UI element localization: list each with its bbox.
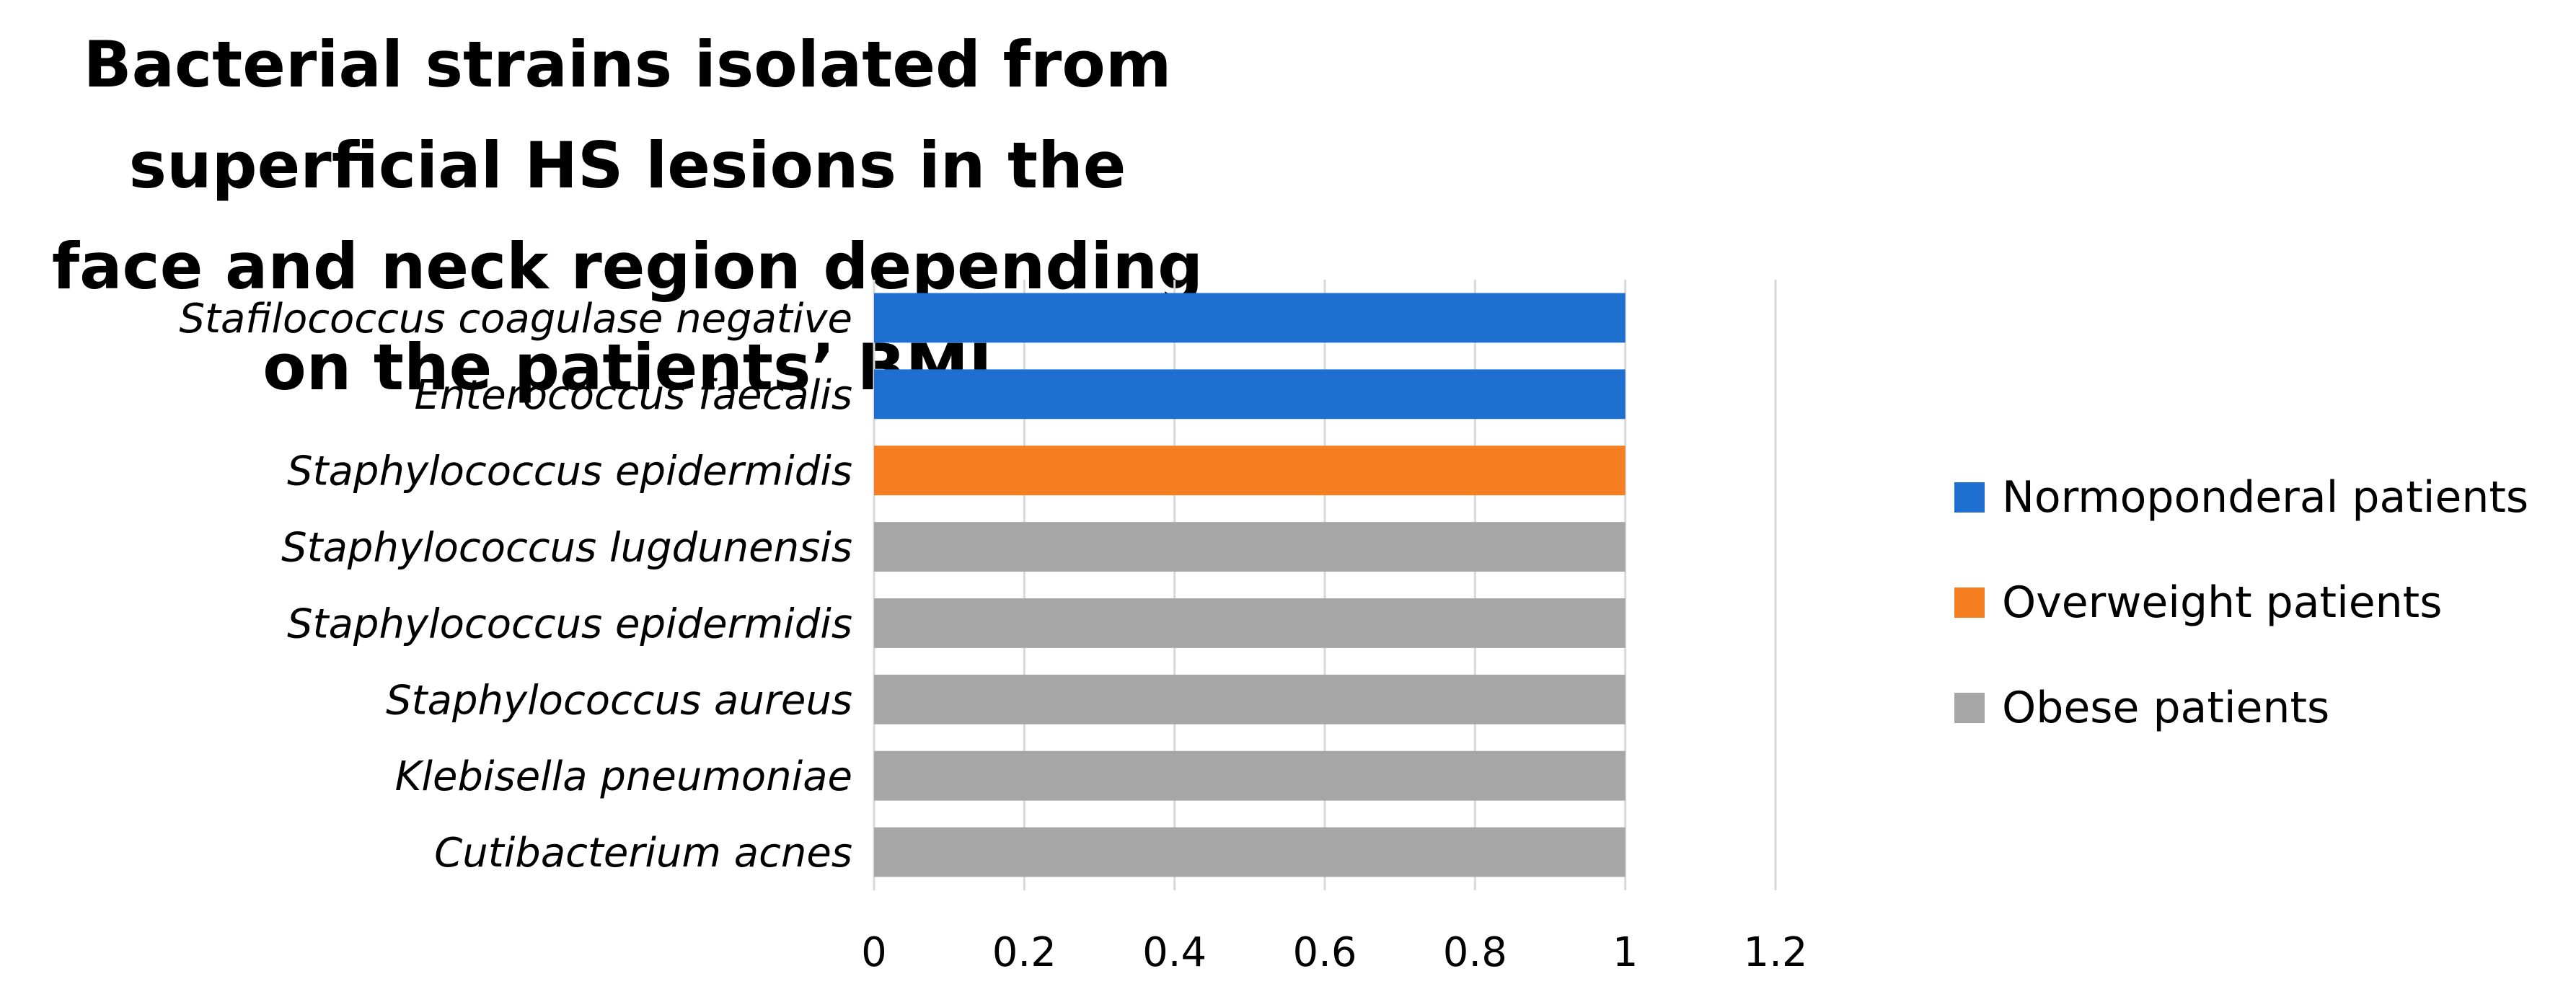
x-tick-label: 1 (1613, 929, 1638, 976)
bar (874, 827, 1626, 877)
bar (874, 445, 1626, 496)
legend-item: Overweight patients (1954, 574, 2528, 631)
legend-label: Obese patients (2002, 683, 2330, 733)
x-tick-label: 0.2 (992, 929, 1057, 976)
category-labels: Stafilococcus coagulase negative Enteroco… (179, 296, 852, 877)
bar (874, 598, 1626, 648)
legend-swatch (1954, 482, 1985, 513)
category-label: Staphylococcus aureus (386, 677, 852, 724)
category-label: Staphylococcus epidermidis (287, 600, 852, 647)
x-tick-labels: 0 0.2 0.4 0.6 0.8 1 1.2 (861, 929, 1807, 976)
x-tick-label: 1.2 (1743, 929, 1807, 976)
chart-title: Bacterial strains isolated from superfic… (0, 14, 1255, 418)
chart-title-line-1: Bacterial strains isolated from superfic… (83, 27, 1172, 203)
bar (874, 522, 1626, 572)
legend-label: Normoponderal patients (2002, 472, 2529, 523)
bar (874, 369, 1626, 420)
legend-label: Overweight patients (2002, 577, 2443, 628)
category-label: Cutibacterium acnes (434, 830, 852, 877)
legend-swatch (1954, 588, 1985, 618)
category-label: Staphylococcus lugdunensis (281, 525, 852, 572)
category-label: Staphylococcus epidermidis (287, 448, 852, 495)
bars (874, 293, 1626, 877)
legend-item: Obese patients (1954, 679, 2528, 737)
x-tick-label: 0.6 (1292, 929, 1357, 976)
category-label: Klebisella pneumoniae (395, 753, 852, 800)
legend-item: Normoponderal patients (1954, 469, 2528, 526)
x-tick-label: 0.8 (1443, 929, 1507, 976)
chart-title-line-2: face and neck region depending on the pa… (51, 229, 1204, 404)
legend-swatch (1954, 693, 1985, 723)
x-tick-label: 0.4 (1142, 929, 1207, 976)
category-label: Enterococcus faecalis (414, 372, 852, 419)
category-label: Stafilococcus coagulase negative (179, 296, 852, 342)
x-tick-label: 0 (861, 929, 887, 976)
bar (874, 750, 1626, 801)
legend: Normoponderal patients Overweight patient… (1954, 469, 2528, 784)
bar (874, 293, 1626, 343)
bar (874, 674, 1626, 724)
